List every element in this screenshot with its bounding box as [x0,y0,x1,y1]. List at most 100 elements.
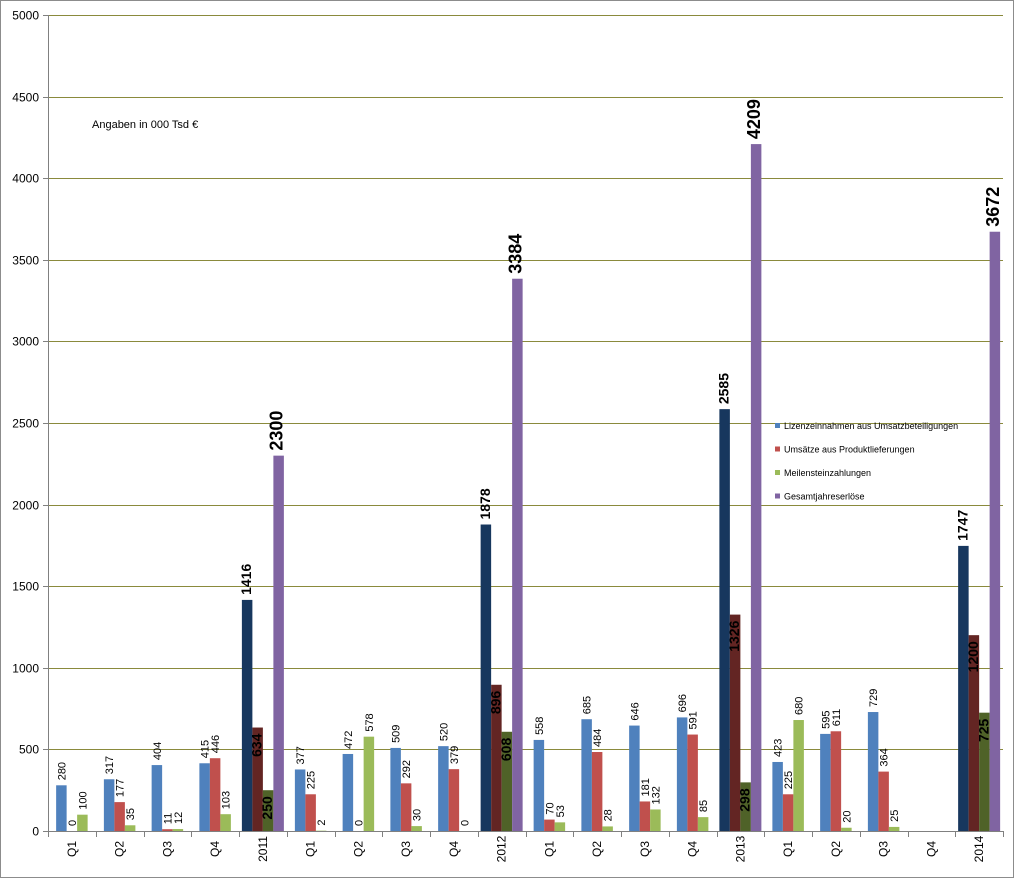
data-label: 364 [879,748,891,766]
bar [591,752,603,831]
y-tick-label: 3500 [12,254,39,268]
bar [554,822,566,831]
bar [512,278,523,832]
data-label: 53 [555,805,567,817]
x-tick-label: 2014 [972,835,986,862]
data-label: 509 [391,725,403,743]
x-tick-label: Q4 [686,841,700,857]
legend-label: Lizenzeinnahmen aus Umsatzbeteiligungen [784,421,958,431]
x-tick-label: Q2 [590,841,604,857]
data-label: 30 [412,809,424,821]
data-label: 4209 [744,99,764,139]
data-label: 404 [152,742,164,760]
bar [241,599,253,831]
data-label: 685 [582,696,594,714]
x-tick-label: Q2 [351,841,365,857]
bar [533,739,545,831]
bar [830,731,842,831]
bar [989,231,1001,832]
data-label: 12 [173,812,185,824]
bar [581,719,592,831]
data-label: 646 [629,702,641,720]
x-tick-label: Q2 [829,841,843,857]
data-label: 2 [316,820,328,826]
data-label: 20 [841,810,853,822]
x-tick-label: 2013 [733,835,747,862]
data-label: 1747 [954,510,970,541]
data-label: 28 [603,809,615,821]
data-label: 0 [459,820,471,826]
gridlines [48,15,1003,750]
data-label: 0 [353,820,365,826]
x-tick-label: Q4 [208,841,222,857]
x-tick-label: Q3 [160,841,174,857]
x-tick-label: Q1 [304,841,318,857]
bar [305,794,316,831]
bar [103,779,115,831]
bar [151,765,163,831]
data-label: 103 [221,791,233,809]
data-label: 317 [104,756,116,774]
data-label: 250 [259,796,275,820]
x-tick-label: Q3 [638,841,652,857]
bar [491,684,502,831]
bar [958,545,969,831]
bar [294,769,306,831]
bar [782,794,794,831]
data-label: 1200 [965,641,981,672]
data-label: 35 [125,808,137,820]
bar [390,747,401,831]
bar [719,409,730,831]
bar [252,727,263,831]
bar [363,736,375,831]
data-label: 377 [295,746,307,764]
bar [262,790,274,831]
bar [501,731,513,831]
bar [793,720,804,831]
data-label: 379 [449,746,461,764]
data-label: 225 [783,771,795,789]
axes: 0500100015002000250030003500400045005000… [12,9,1004,862]
bar [480,524,492,831]
bar [438,746,449,831]
bar [114,802,125,831]
bar [867,712,879,831]
data-label: 611 [831,709,843,727]
legend: Lizenzeinnahmen aus Umsatzbeteiligungen U… [775,421,958,502]
data-label: 729 [868,689,880,707]
data-label: 85 [698,800,710,812]
bar [209,758,221,831]
x-tick-label: 2012 [495,835,509,862]
data-label: 225 [306,771,318,789]
data-label: 558 [534,717,546,735]
bar [729,614,741,831]
data-label: 423 [773,739,785,757]
data-label: 520 [438,723,450,741]
data-label: 608 [498,738,514,762]
data-label: 0 [67,820,79,826]
x-tick-label: Q1 [65,841,79,857]
legend-swatch [775,470,780,475]
bar [979,712,990,831]
bar [400,783,412,831]
data-label: 100 [77,791,89,809]
data-label: 484 [592,729,604,747]
data-label: 1326 [726,620,742,651]
y-tick-label: 3000 [12,335,39,349]
data-label: 446 [210,735,222,753]
bar [687,734,698,831]
bar [273,455,284,831]
bar [56,785,67,831]
x-tick-label: Q4 [924,841,938,857]
bar [77,814,88,831]
data-label: 298 [737,788,753,812]
data-label: 280 [56,762,68,780]
bar [602,826,613,831]
bar [220,814,231,831]
data-label: 3672 [983,187,1003,227]
y-tick-label: 500 [19,743,39,757]
bar [841,827,852,831]
y-tick-label: 1500 [12,580,39,594]
data-label: 595 [820,711,832,729]
